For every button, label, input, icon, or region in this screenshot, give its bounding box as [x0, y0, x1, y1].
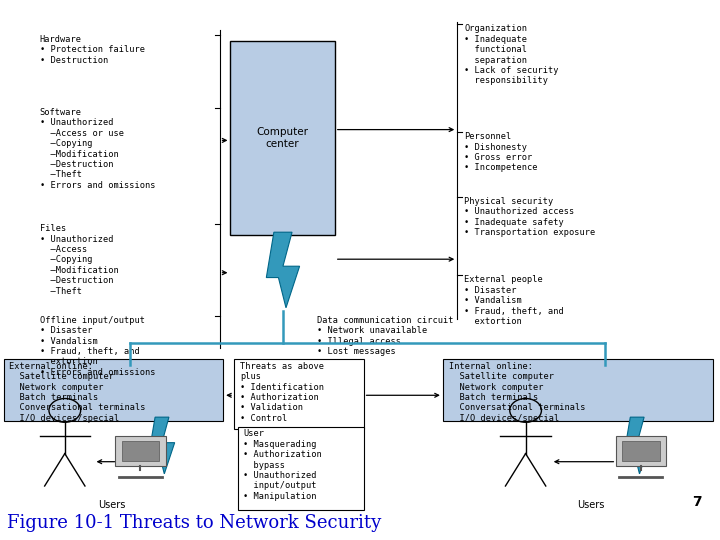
- Text: 7: 7: [693, 495, 702, 509]
- Bar: [230, 40, 335, 235]
- Text: Software
• Unauthorized
  –Access or use
  –Copying
  –Modification
  –Destructi: Software • Unauthorized –Access or use –…: [40, 108, 155, 190]
- Bar: [616, 436, 666, 465]
- Text: Users: Users: [577, 500, 604, 510]
- Polygon shape: [149, 417, 175, 474]
- Bar: [115, 436, 166, 465]
- Text: External people
• Disaster
• Vandalism
• Fraud, theft, and
  extortion: External people • Disaster • Vandalism •…: [464, 275, 564, 326]
- Bar: [443, 359, 713, 421]
- Text: Computer
center: Computer center: [256, 127, 309, 148]
- Text: Organization
• Inadequate
  functional
  separation
• Lack of security
  respons: Organization • Inadequate functional sep…: [464, 24, 559, 85]
- Bar: [622, 441, 660, 461]
- Bar: [4, 359, 223, 421]
- Text: Threats as above
plus
• Identification
• Authorization
• Validation
• Control: Threats as above plus • Identification •…: [240, 362, 324, 423]
- Bar: [122, 441, 159, 461]
- Text: Personnel
• Dishonesty
• Gross error
• Incompetence: Personnel • Dishonesty • Gross error • I…: [464, 132, 538, 172]
- Bar: [238, 427, 364, 510]
- Text: Users: Users: [98, 500, 125, 510]
- Text: Hardware
• Protection failure
• Destruction: Hardware • Protection failure • Destruct…: [40, 35, 145, 65]
- Polygon shape: [624, 417, 650, 474]
- Text: Figure 10-1 Threats to Network Security: Figure 10-1 Threats to Network Security: [7, 514, 382, 532]
- Text: User
• Masquerading
• Authorization
  bypass
• Unauthorized
  input/output
• Man: User • Masquerading • Authorization bypa…: [243, 429, 322, 501]
- Text: Data communication circuit
• Network unavailable
• Illegal access
• Lost message: Data communication circuit • Network una…: [317, 316, 454, 356]
- Text: Internal online:
  Satellite computer
  Network computer
  Batch terminals
  Con: Internal online: Satellite computer Netw…: [449, 362, 585, 423]
- Text: Physical security
• Unauthorized access
• Inadequate safety
• Transportation exp: Physical security • Unauthorized access …: [464, 197, 595, 237]
- Polygon shape: [266, 232, 300, 308]
- Text: External online:
  Satellite computer
  Network computer
  Batch terminals
  Con: External online: Satellite computer Netw…: [9, 362, 146, 423]
- Bar: [234, 359, 364, 429]
- Text: Offline input/output
• Disaster
• Vandalism
• Fraud, theft, and
  extortion
• Er: Offline input/output • Disaster • Vandal…: [40, 316, 155, 377]
- Text: Files
• Unauthorized
  –Access
  –Copying
  –Modification
  –Destruction
  –Thef: Files • Unauthorized –Access –Copying –M…: [40, 224, 118, 295]
